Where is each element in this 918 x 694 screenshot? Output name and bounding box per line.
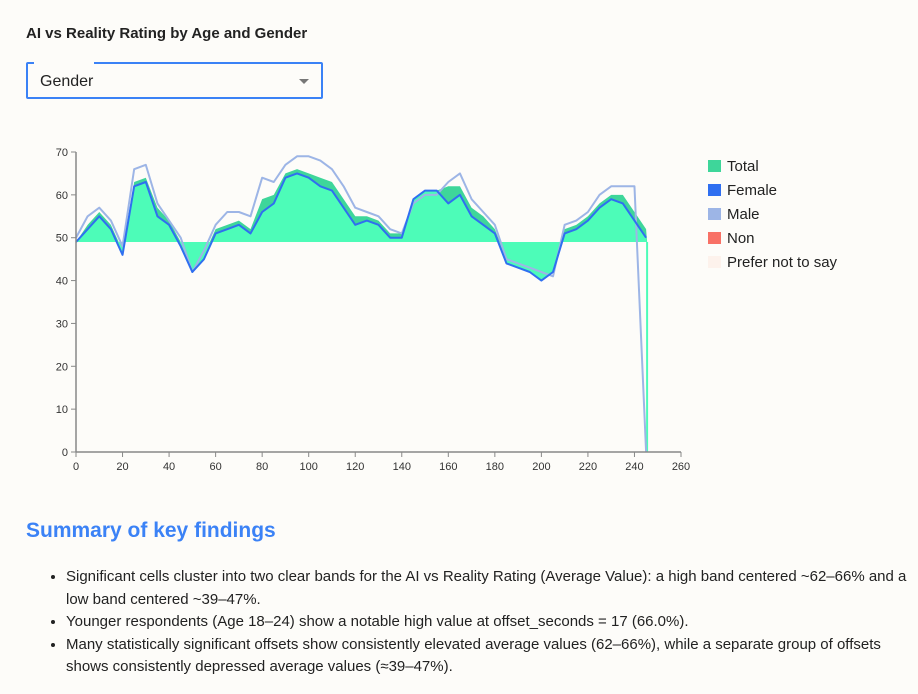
y-tick-label: 40 <box>56 276 68 288</box>
legend-swatch <box>708 184 721 196</box>
female-area <box>76 173 648 281</box>
x-tick-label: 180 <box>486 461 504 473</box>
y-tick-label: 50 <box>56 233 68 245</box>
y-tick-label: 20 <box>56 361 68 373</box>
x-tick-label: 160 <box>439 461 457 473</box>
summary-heading: Summary of key findings <box>26 519 276 542</box>
legend-label: Total <box>727 157 759 175</box>
legend-label: Non <box>727 229 755 247</box>
legend-item[interactable]: Male <box>708 202 837 226</box>
legend-item[interactable]: Prefer not to say <box>708 250 837 274</box>
y-tick-label: 30 <box>56 318 68 330</box>
x-tick-label: 60 <box>209 461 221 473</box>
y-tick-label: 70 <box>56 147 68 159</box>
x-tick-label: 40 <box>163 461 175 473</box>
finding-item: Younger respondents (Age 18–24) show a n… <box>66 611 918 634</box>
select-notch <box>34 62 94 64</box>
legend: Total Female Male Non Prefer not to say <box>708 154 837 274</box>
legend-swatch <box>708 160 721 172</box>
legend-swatch <box>708 208 721 220</box>
x-tick-label: 80 <box>256 461 268 473</box>
x-tick-label: 220 <box>579 461 597 473</box>
y-tick-label: 0 <box>62 447 68 459</box>
finding-item: Many statistically significant offsets s… <box>66 634 918 679</box>
female-line <box>75 172 647 282</box>
legend-item[interactable]: Total <box>708 154 837 178</box>
legend-label: Prefer not to say <box>727 253 838 271</box>
y-tick-label: 60 <box>56 190 68 202</box>
chart: 0 10 20 30 40 50 60 70 0 20 40 60 80 100 120 140 160 180 2… <box>56 147 690 473</box>
select-value: Gender <box>40 73 94 90</box>
x-tick-label: 100 <box>300 461 318 473</box>
group-by-select[interactable]: Gender <box>26 62 323 99</box>
legend-item[interactable]: Female <box>708 178 837 202</box>
x-tick-label: 260 <box>672 461 690 473</box>
chevron-down-icon <box>299 79 309 84</box>
x-tick-label: 200 <box>532 461 550 473</box>
findings-list: Significant cells cluster into two clear… <box>40 566 918 679</box>
x-tick-label: 140 <box>393 461 411 473</box>
legend-swatch <box>708 232 721 244</box>
legend-item[interactable]: Non <box>708 226 837 250</box>
legend-label: Male <box>727 205 760 223</box>
area-drop <box>646 242 649 452</box>
x-tick-label: 20 <box>116 461 128 473</box>
x-tick-label: 240 <box>625 461 643 473</box>
y-tick-label: 10 <box>56 404 68 416</box>
male-line <box>75 155 648 453</box>
chart-title: AI vs Reality Rating by Age and Gender <box>26 25 308 42</box>
finding-item: Significant cells cluster into two clear… <box>66 566 918 611</box>
legend-swatch <box>708 256 721 268</box>
x-tick-label: 0 <box>73 461 79 473</box>
legend-label: Female <box>727 181 778 199</box>
x-tick-label: 120 <box>346 461 364 473</box>
